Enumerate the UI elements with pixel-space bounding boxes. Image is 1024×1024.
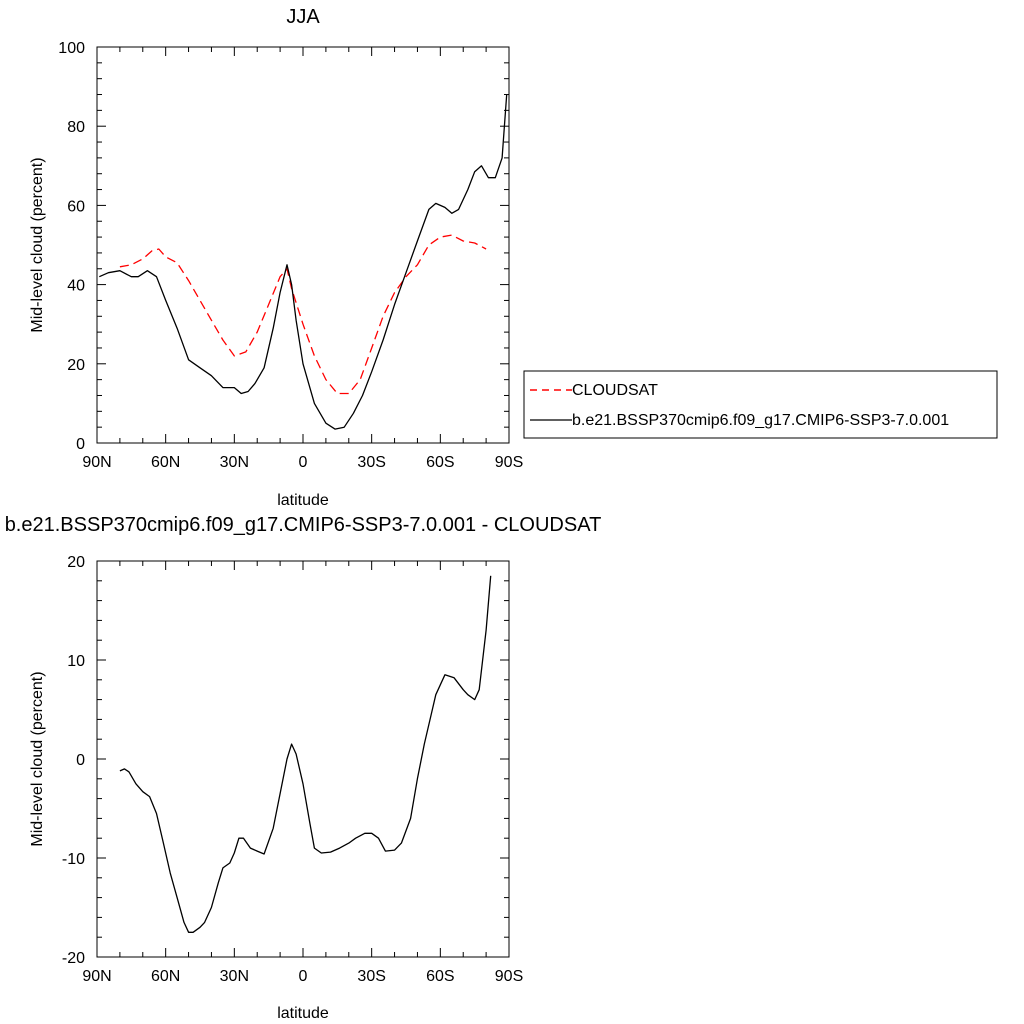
top-chart-ytick-label: 60 <box>67 198 85 215</box>
top-chart-xtick-label: 0 <box>299 454 308 471</box>
bottom-chart-xlabel: latitude <box>277 1005 329 1022</box>
bottom-chart-ytick-label: 0 <box>76 752 85 769</box>
bottom-chart-xtick-label: 0 <box>299 968 308 985</box>
top-chart-ytick-label: 40 <box>67 278 85 295</box>
bottom-chart-xtick-label: 90S <box>495 968 523 985</box>
top-chart-ticks <box>96 46 510 444</box>
top-chart-frame <box>96 46 510 444</box>
bottom-chart-ylabel: Mid-level cloud (percent) <box>29 671 46 846</box>
legend: CLOUDSAT b.e21.BSSP370cmip6.f09_g17.CMIP… <box>523 370 998 439</box>
bottom-chart-xtick-label: 30S <box>357 968 385 985</box>
bottom-chart-frame <box>96 560 510 958</box>
top-chart-xtick-label: 30S <box>357 454 385 471</box>
top-chart-series-cloudsat-line <box>119 234 487 395</box>
top-chart-xlabel: latitude <box>277 492 329 509</box>
legend-frame <box>523 370 998 439</box>
top-chart-ylabel: Mid-level cloud (percent) <box>29 157 46 332</box>
top-chart-ytick-label: 100 <box>58 40 85 57</box>
top-chart-ytick-label: 20 <box>67 357 85 374</box>
top-chart-tick-labels: 90N 60N 30N 0 30S 60S 90S 0 20 40 60 80 100 <box>58 40 523 471</box>
bottom-chart-title: b.e21.BSSP370cmip6.f09_g17.CMIP6-SSP3-7.… <box>5 514 602 536</box>
top-chart-ytick-label: 0 <box>76 436 85 453</box>
top-chart-ytick-label: 80 <box>67 119 85 136</box>
top-chart-xtick-label: 60N <box>151 454 180 471</box>
bottom-chart-ytick-label: -20 <box>62 950 85 967</box>
bottom-chart-ytick-label: 10 <box>67 653 85 670</box>
bottom-chart: b.e21.BSSP370cmip6.f09_g17.CMIP6-SSP3-7.… <box>5 514 602 1022</box>
legend-cloudsat-label: CLOUDSAT <box>572 382 658 399</box>
top-chart-xtick-label: 60S <box>426 454 454 471</box>
bottom-chart-ytick-label: 20 <box>67 554 85 571</box>
bottom-chart-series-difference-line <box>119 575 492 933</box>
top-chart: JJA 90N 60N 30N 0 30S 60S 90S 0 20 40 60 80 100 lati… <box>29 6 523 509</box>
bottom-chart-xtick-label: 60S <box>426 968 454 985</box>
legend-model-label: b.e21.BSSP370cmip6.f09_g17.CMIP6-SSP3-7.… <box>572 412 949 429</box>
top-chart-series-layer <box>99 94 508 430</box>
bottom-chart-ytick-label: -10 <box>62 851 85 868</box>
bottom-chart-tick-labels: 90N 60N 30N 0 30S 60S 90S -20 -10 0 10 20 <box>62 554 523 985</box>
bottom-chart-xtick-label: 90N <box>82 968 111 985</box>
top-chart-title: JJA <box>286 6 320 28</box>
top-chart-xtick-label: 30N <box>220 454 249 471</box>
bottom-chart-series-layer <box>119 575 492 933</box>
top-chart-xtick-label: 90N <box>82 454 111 471</box>
top-chart-xtick-label: 90S <box>495 454 523 471</box>
bottom-chart-xtick-label: 60N <box>151 968 180 985</box>
top-chart-series-b-e21-bssp370cmip6-f09-g-line <box>99 94 508 430</box>
bottom-chart-xtick-label: 30N <box>220 968 249 985</box>
bottom-chart-ticks <box>96 560 510 958</box>
